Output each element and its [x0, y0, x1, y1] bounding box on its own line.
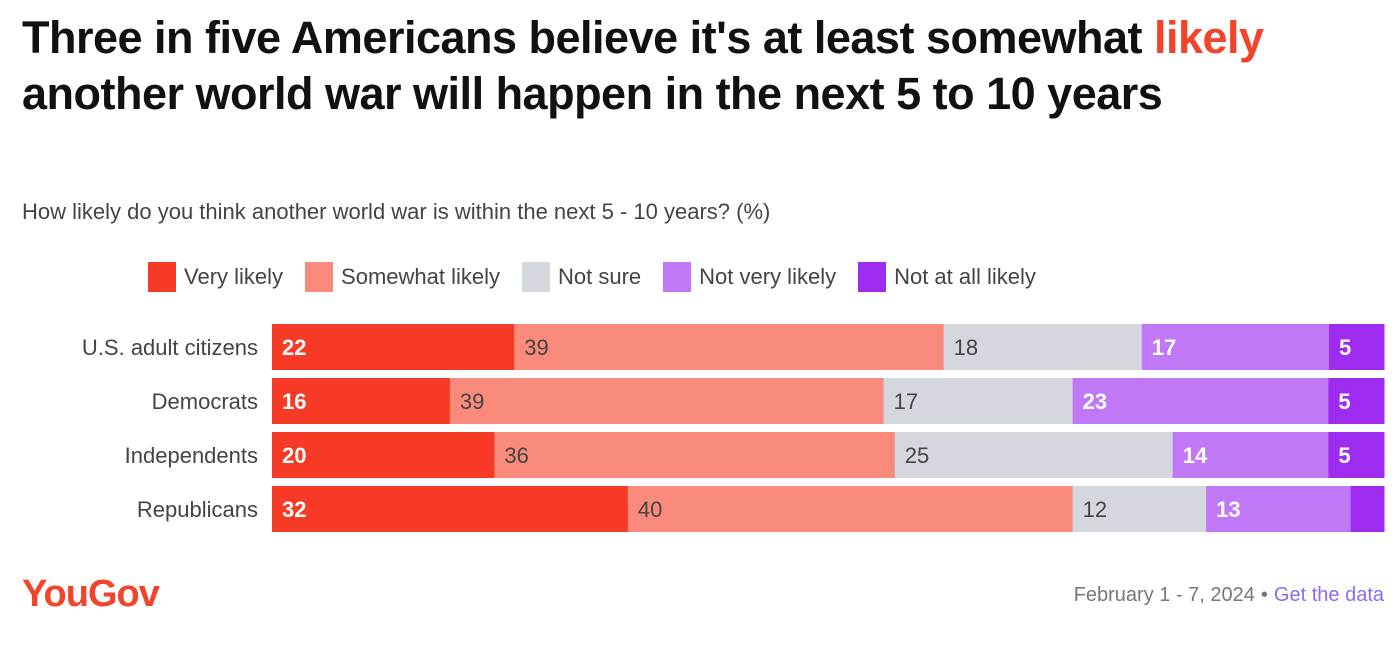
data-label: 5	[1339, 335, 1351, 360]
legend-label: Not sure	[558, 264, 642, 289]
legend-item-somewhat-likely: Somewhat likely	[305, 262, 500, 292]
data-label: 40	[638, 497, 662, 522]
bar-segment-very-likely	[272, 378, 451, 424]
bar-segment-not-at-all-likely	[1328, 378, 1385, 424]
legend-swatch	[305, 262, 334, 292]
bar-segment-not-at-all-likely	[1328, 324, 1385, 370]
bar-segment-very-likely	[272, 432, 495, 478]
data-label: 23	[1083, 389, 1107, 414]
data-label: 17	[1152, 335, 1176, 360]
legend-item-not-very-likely: Not very likely	[663, 262, 836, 292]
title-part-2: another world war will happen in the nex…	[22, 68, 1163, 119]
stacked-bar-chart: U.S. adult citizens 22 39 18 17 5 Democrats 16 3…	[82, 324, 1385, 532]
data-label: 5	[1338, 443, 1350, 468]
bar-segment-not-sure	[894, 432, 1174, 478]
data-label: 36	[504, 443, 528, 468]
bar-segment-somewhat-likely	[514, 324, 945, 370]
chart-title: Three in five Americans believe it's at …	[22, 10, 1382, 122]
bar-segment-not-at-all-likely	[1350, 486, 1385, 532]
get-the-data-link[interactable]: Get the data	[1273, 584, 1384, 606]
legend-label: Not very likely	[699, 264, 837, 289]
data-label: 14	[1183, 443, 1208, 468]
legend-swatch	[858, 262, 887, 292]
title-part-1: Three in five Americans believe it's at …	[22, 12, 1154, 63]
bar-segment-not-very-likely	[1141, 324, 1330, 370]
bar-segment-very-likely	[272, 486, 629, 532]
bar-segment-somewhat-likely	[449, 378, 885, 424]
data-label: 16	[282, 389, 306, 414]
chart-legend: Very likely Somewhat likely Not sure Not ve…	[148, 260, 1058, 294]
data-label: 22	[282, 335, 306, 360]
legend-swatch	[148, 262, 176, 292]
legend-label: Not at all likely	[894, 264, 1036, 289]
legend-label: Somewhat likely	[341, 264, 500, 289]
footer-info: February 1 - 7, 2024 • Get the data	[1074, 584, 1384, 607]
bar-segment-not-very-likely	[1172, 432, 1329, 478]
legend-item-very-likely: Very likely	[148, 262, 283, 292]
legend-item-not-sure: Not sure	[522, 262, 641, 292]
legend-swatch	[663, 262, 692, 292]
bar-segment-not-sure	[943, 324, 1143, 370]
footer-date: February 1 - 7, 2024	[1073, 584, 1255, 606]
bar-segment-not-sure	[883, 378, 1074, 424]
data-label: 18	[954, 335, 978, 360]
bar-segment-not-at-all-likely	[1328, 432, 1385, 478]
data-label: 32	[282, 497, 306, 522]
data-label: 39	[524, 335, 548, 360]
yougov-logo: YouGov	[22, 573, 160, 615]
bar-segment-somewhat-likely	[627, 486, 1074, 532]
footer-separator: •	[1260, 584, 1268, 606]
chart-subtitle: How likely do you think another world wa…	[22, 199, 771, 224]
category-label: Independents	[125, 443, 258, 468]
data-label: 13	[1216, 497, 1240, 522]
bar-segment-somewhat-likely	[494, 432, 896, 478]
bar-segment-not-very-likely	[1072, 378, 1329, 424]
category-label: Republicans	[137, 497, 258, 522]
legend-item-not-at-all-likely: Not at all likely	[858, 262, 1036, 292]
data-label: 5	[1338, 389, 1350, 414]
data-label: 39	[460, 389, 484, 414]
title-highlight: likely	[1154, 12, 1264, 63]
category-label: Democrats	[152, 389, 258, 414]
bar-segment-very-likely	[272, 324, 515, 370]
data-label: 20	[282, 443, 306, 468]
bar-segment-not-sure	[1072, 486, 1207, 532]
bar-segment-not-very-likely	[1206, 486, 1352, 532]
data-label: 25	[905, 443, 929, 468]
legend-label: Very likely	[184, 264, 284, 289]
data-label: 12	[1083, 497, 1107, 522]
data-label: 17	[894, 389, 918, 414]
category-label: U.S. adult citizens	[82, 335, 258, 360]
legend-swatch	[522, 262, 550, 292]
